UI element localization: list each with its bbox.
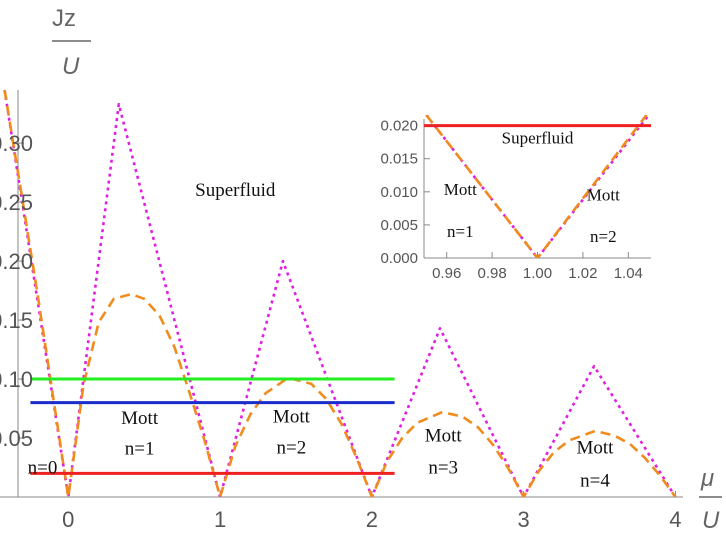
y-axis-label-numerator: Jz (52, 5, 76, 32)
chart-annotation: n=1 (447, 222, 474, 241)
x-tick-label: 2 (366, 507, 378, 532)
chart-annotation: Mott (425, 426, 463, 447)
chart-annotation: Superfluid (195, 180, 276, 201)
x-tick-label: 0 (62, 507, 74, 532)
main-tick-labels: 0 1 2 3 4 0.05 0.10 0.15 0.20 0.25 0.30 (0, 131, 682, 532)
inset-plot-area (424, 115, 651, 258)
main-annotations: Superfluid Mott n=1 Mott n=2 Mott n=3 Mott n=4 n=… (28, 180, 615, 491)
y-tick-label: 0.015 (380, 151, 418, 168)
chart-annotation: Mott (121, 408, 159, 429)
y-tick-label: 0.000 (380, 250, 418, 267)
y-axis-label-denominator: U (62, 53, 80, 80)
y-tick-label: 0.005 (380, 217, 418, 234)
chart-annotation: n=2 (590, 227, 617, 246)
x-tick-label: 1 (214, 507, 226, 532)
y-tick-label: 0.30 (0, 131, 33, 156)
chart-annotation: n=4 (580, 470, 610, 491)
x-axis-label-denominator: U (702, 507, 720, 534)
x-tick-label: 0.96 (432, 265, 461, 282)
chart-annotation: Mott (444, 180, 477, 199)
x-tick-label: 0.98 (477, 265, 506, 282)
chart-annotation: Mott (587, 185, 620, 204)
series-line-dotted (425, 115, 650, 258)
chart-annotation: n=2 (277, 437, 307, 458)
y-tick-label: 0.25 (0, 190, 33, 215)
inset-backdrop (360, 104, 660, 296)
x-tick-label: 4 (669, 507, 681, 532)
y-tick-label: 0.20 (0, 249, 33, 274)
x-tick-label: 1.02 (568, 265, 597, 282)
y-tick-label: 0.010 (380, 184, 418, 201)
inset-annotations: Superfluid Mott n=1 Mott n=2 (444, 128, 620, 246)
chart-annotation: Mott (273, 407, 311, 428)
y-tick-label: 0.020 (380, 118, 418, 135)
x-axis-label-numerator: μ (700, 465, 714, 492)
chart-annotation: Mott (576, 437, 614, 458)
chart-annotation: n=0 (28, 457, 58, 478)
y-tick-label: 0.15 (0, 308, 33, 333)
chart-annotation: Superfluid (502, 128, 574, 147)
main-plot-area (3, 89, 677, 497)
inset-background (360, 104, 660, 296)
chart-annotation: n=1 (125, 439, 155, 460)
y-tick-label: 0.10 (0, 367, 33, 392)
chart-annotation: n=3 (428, 457, 458, 478)
x-tick-label: 3 (518, 507, 530, 532)
series-line-dashed (3, 89, 677, 497)
x-tick-label: 1.00 (523, 265, 552, 282)
y-tick-label: 0.05 (0, 426, 33, 451)
inset-tick-labels: 0.96 0.98 1.00 1.02 1.04 0.000 0.005 0.010 0.015… (380, 118, 642, 282)
x-tick-label: 1.04 (614, 265, 643, 282)
